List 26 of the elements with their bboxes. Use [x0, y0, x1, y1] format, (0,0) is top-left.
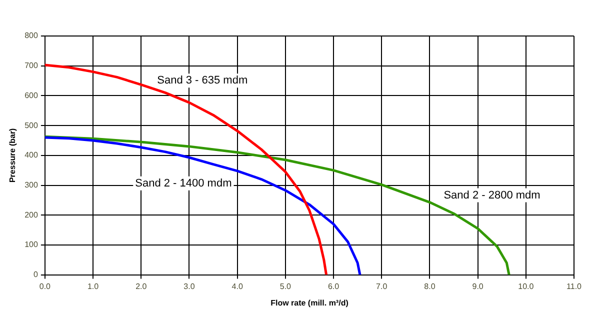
y-tick-label: 400 — [24, 150, 38, 160]
y-tick-label: 100 — [24, 240, 38, 250]
x-tick-label: 9.0 — [472, 282, 484, 291]
x-tick-label: 1.0 — [87, 282, 100, 291]
x-tick-label: 7.0 — [376, 282, 388, 291]
x-tick-label: 3.0 — [184, 282, 196, 291]
x-tick-label: 2.0 — [136, 282, 148, 291]
y-axis-title: Pressure (bar) — [8, 128, 18, 183]
series-label: Sand 2 - 1400 mdm — [135, 177, 232, 190]
series-label: Sand 2 - 2800 mdm — [444, 189, 540, 202]
y-tick-label: 600 — [24, 90, 38, 100]
x-tick-label: 4.0 — [232, 282, 244, 291]
y-tick-label: 700 — [24, 61, 38, 70]
x-axis-title: Flow rate (mill. m³/d) — [270, 298, 349, 308]
x-tick-label: 5.0 — [280, 282, 292, 291]
y-tick-label: 300 — [24, 180, 38, 190]
x-tick-label: 10.0 — [518, 282, 534, 291]
y-tick-label: 0 — [33, 270, 38, 280]
y-tick-label: 800 — [24, 31, 38, 40]
x-tick-label: 8.0 — [424, 282, 436, 291]
x-tick-label: 0.0 — [39, 282, 52, 291]
y-tick-label: 500 — [24, 120, 38, 130]
series-label: Sand 3 - 635 mdm — [157, 74, 248, 87]
x-tick-label: 11.0 — [566, 282, 582, 291]
x-tick-label: 6.0 — [328, 282, 340, 291]
y-tick-label: 200 — [24, 210, 38, 220]
